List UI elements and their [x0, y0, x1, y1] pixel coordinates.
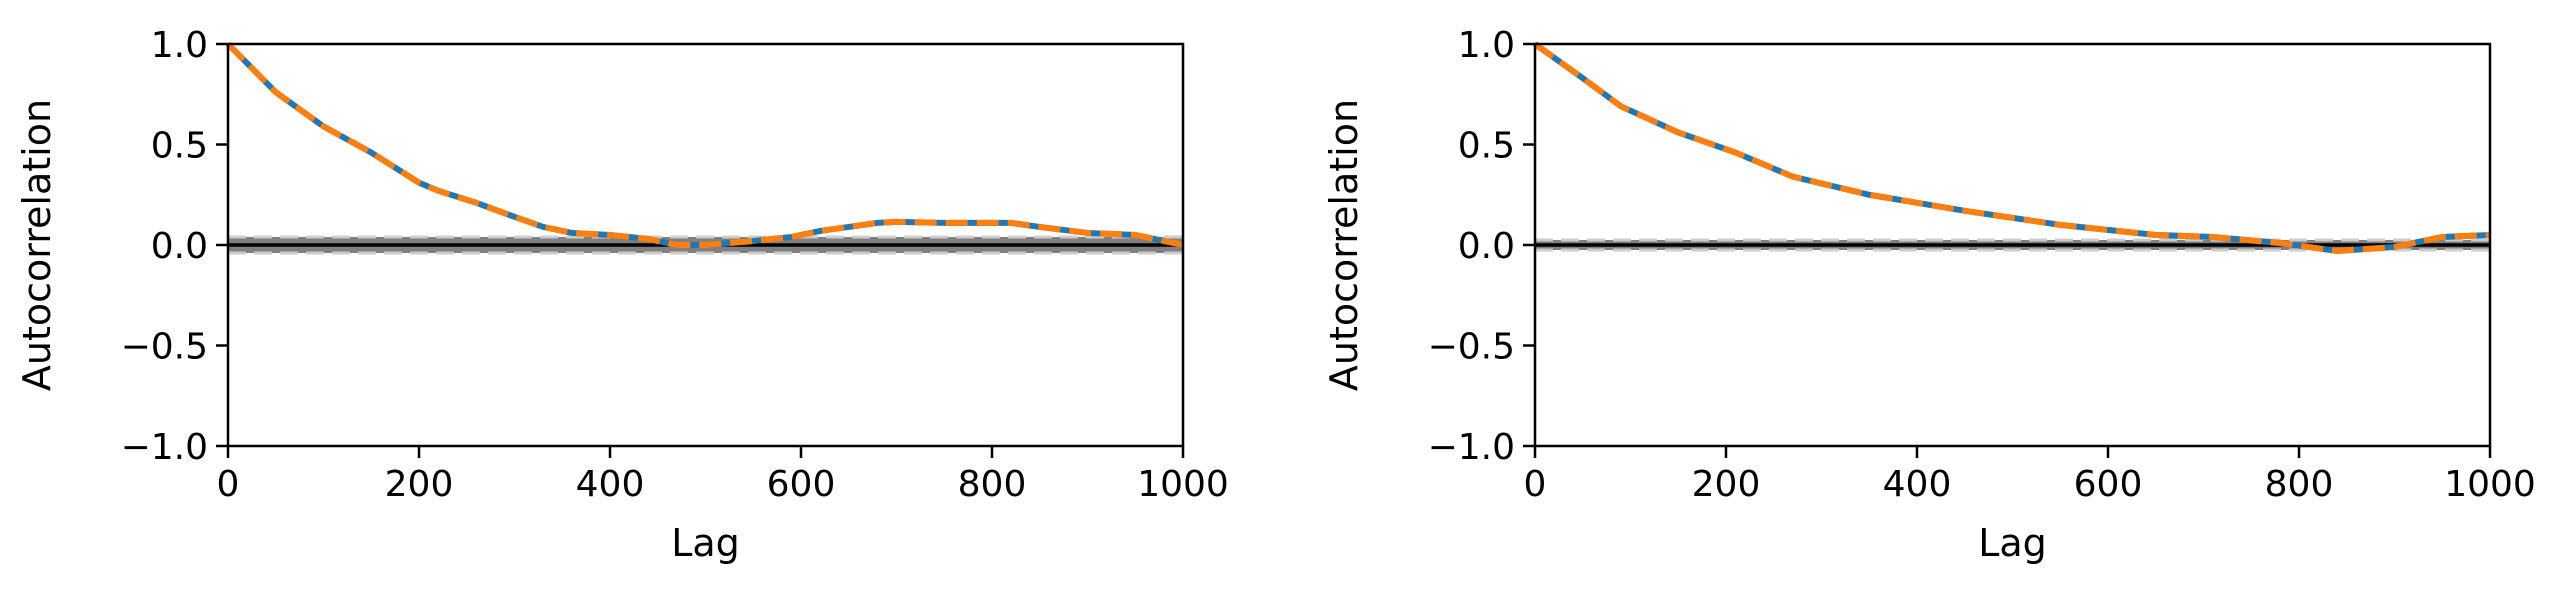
y-tick-label: −0.5: [1428, 327, 1515, 368]
x-tick-label: 200: [385, 464, 454, 505]
y-tick-label: −1.0: [121, 427, 208, 468]
y-tick-label: −1.0: [1428, 427, 1515, 468]
x-tick-label: 600: [767, 464, 836, 505]
x-axis-label: Lag: [1978, 521, 2047, 565]
x-tick-label: 200: [1692, 464, 1761, 505]
chart-panel-1: 0 200 400 600 800 1000 −1.0 −0.5 0.0 0.5 1.0 Lag Aut…: [15, 25, 1229, 565]
chart-panel-2: 0 200 400 600 800 1000 −1.0 −0.5 0.0 0.5 1.0 Lag Aut…: [1322, 25, 2536, 565]
x-tick-label: 800: [958, 464, 1027, 505]
y-tick-label: 0.5: [1458, 126, 1515, 167]
y-tick-label: 1.0: [151, 25, 208, 66]
y-tick-label: 0.0: [1458, 226, 1515, 267]
x-tick-label: 1000: [2444, 464, 2536, 505]
y-tick-label: 1.0: [1458, 25, 1515, 66]
y-axis-label: Autocorrelation: [1322, 99, 1366, 391]
x-tick-label: 400: [1883, 464, 1952, 505]
series-line-2: [1533, 41, 2491, 255]
series-line-1: [225, 41, 1184, 248]
x-tick-label: 0: [1524, 464, 1547, 505]
y-axis-label: Autocorrelation: [15, 99, 59, 391]
x-tick-label: 0: [217, 464, 240, 505]
x-tick-label: 800: [2265, 464, 2334, 505]
x-axis-label: Lag: [671, 521, 740, 565]
series-line-2: [225, 41, 1184, 248]
y-tick-label: 0.5: [151, 126, 208, 167]
x-tick-label: 600: [2074, 464, 2143, 505]
y-tick-label: −0.5: [121, 327, 208, 368]
y-tick-label: 0.0: [151, 226, 208, 267]
x-tick-label: 400: [576, 464, 645, 505]
x-tick-label: 1000: [1137, 464, 1229, 505]
